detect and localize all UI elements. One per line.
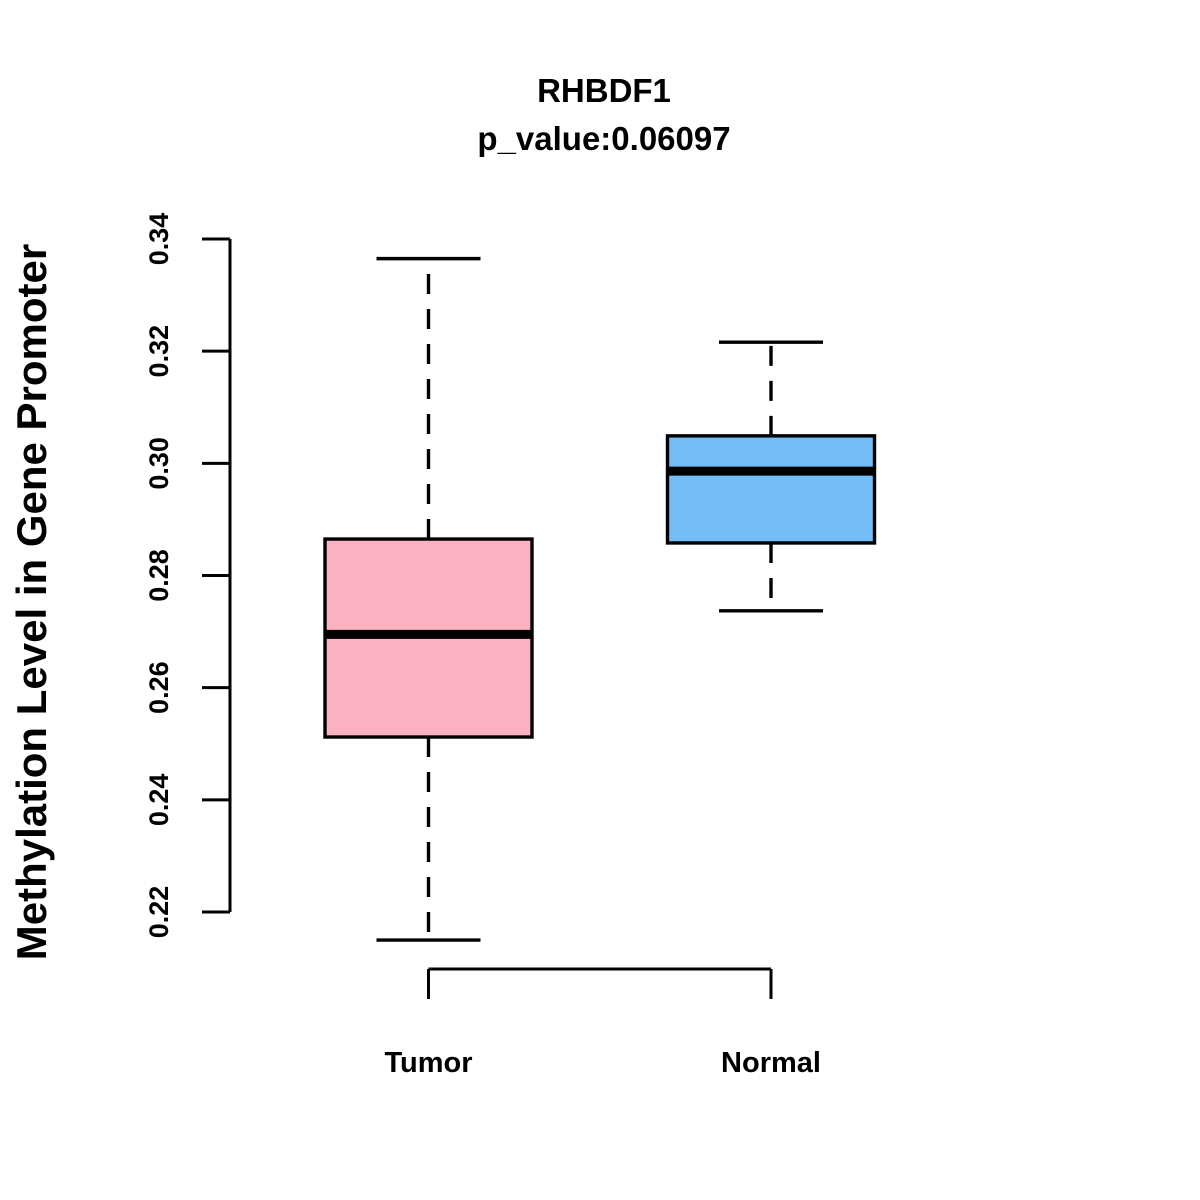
y-axis-tick-label: 0.24 — [144, 774, 174, 827]
chart-subtitle: p_value:0.06097 — [477, 120, 731, 157]
boxplot-tumor — [323, 256, 534, 942]
y-axis-tick-label: 0.28 — [144, 549, 174, 602]
y-axis-tick-label: 0.34 — [144, 213, 174, 266]
boxplot-normal — [665, 340, 877, 613]
y-axis-tick-label: 0.32 — [144, 325, 174, 378]
x-axis-label-normal: Normal — [721, 1047, 821, 1079]
chart-title: RHBDF1 — [537, 72, 671, 109]
normal-box — [665, 434, 877, 545]
x-axis-label-tumor: Tumor — [384, 1047, 472, 1079]
y-axis-tick-label: 0.30 — [144, 437, 174, 490]
y-axis-tick-label: 0.22 — [144, 886, 174, 939]
y-axis-tick-label: 0.26 — [144, 661, 174, 714]
